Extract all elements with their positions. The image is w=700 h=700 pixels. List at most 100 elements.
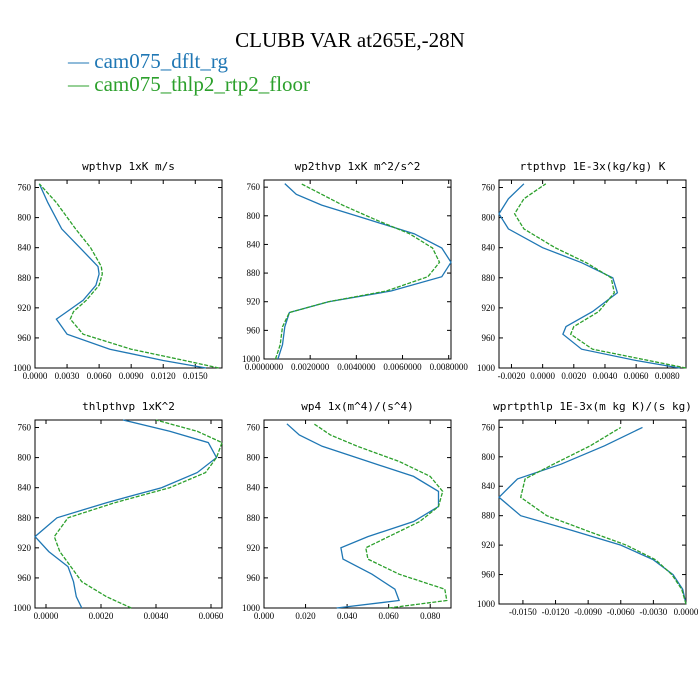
legend: — cam075_dflt_rg — cam075_thlp2_rtp2_flo…	[68, 50, 310, 96]
y-tick-label: 1000	[477, 599, 496, 609]
y-tick-label: 880	[482, 511, 496, 521]
y-tick-label: 800	[247, 453, 261, 463]
panel-title: wprtpthlp 1E-3x(m kg K)/(s kg)	[493, 400, 692, 413]
x-tick-label: -0.0090	[574, 607, 602, 617]
y-tick-label: 920	[482, 303, 496, 313]
x-tick-label: 0.000	[254, 611, 275, 621]
y-tick-label: 760	[18, 423, 32, 433]
x-tick-label: 0.0040	[593, 371, 618, 381]
x-tick-label: 0.0120	[151, 371, 176, 381]
y-tick-label: 800	[247, 211, 261, 221]
y-tick-label: 920	[482, 540, 496, 550]
y-tick-label: 960	[482, 570, 496, 580]
series-line-floor	[53, 419, 223, 609]
panel-title: wp4 1x(m^4)/(s^4)	[301, 400, 414, 413]
y-tick-label: 840	[247, 483, 261, 493]
y-tick-label: 880	[247, 268, 261, 278]
y-tick-label: 760	[247, 182, 261, 192]
x-tick-label: 0.040	[337, 611, 358, 621]
y-tick-label: 960	[18, 573, 32, 583]
x-tick-label: 0.0000000	[245, 362, 284, 372]
legend-entry-dflt: — cam075_dflt_rg	[68, 49, 229, 73]
y-tick-label: 1000	[13, 363, 32, 373]
y-tick-label: 840	[482, 481, 496, 491]
y-tick-label: 840	[247, 239, 261, 249]
series-line-dflt	[286, 423, 440, 609]
x-tick-label: 0.020	[295, 611, 316, 621]
y-tick-label: 960	[247, 573, 261, 583]
x-tick-label: 0.0060	[199, 611, 224, 621]
y-tick-label: 800	[18, 213, 32, 223]
y-tick-label: 1000	[477, 363, 496, 373]
x-tick-label: 0.0000	[23, 371, 48, 381]
panel-frame	[263, 179, 452, 360]
x-tick-label: 0.080	[420, 611, 441, 621]
series-line-floor	[519, 426, 687, 605]
x-tick-label: 0.0020	[561, 371, 586, 381]
x-tick-label: 0.0000	[674, 607, 699, 617]
figure-title: CLUBB VAR at265E,-28N	[235, 28, 465, 52]
y-tick-label: 840	[482, 243, 496, 253]
y-tick-label: 920	[18, 303, 32, 313]
y-tick-label: 1000	[13, 603, 32, 613]
panel-title: rtpthvp 1E-3x(kg/kg) K	[520, 160, 666, 173]
panel-title: wpthvp 1xK m/s	[82, 160, 175, 173]
panel-frame	[498, 419, 687, 605]
y-tick-label: 880	[247, 513, 261, 523]
x-tick-label: -0.0030	[640, 607, 668, 617]
y-tick-label: 1000	[242, 354, 261, 364]
y-tick-label: 840	[18, 243, 32, 253]
panel-title: wp2thvp 1xK m^2/s^2	[295, 160, 421, 173]
panel-frame	[498, 179, 687, 369]
panel-frame	[263, 419, 452, 609]
series-line-dflt	[38, 183, 207, 369]
y-tick-label: 880	[18, 513, 32, 523]
y-tick-label: 920	[247, 297, 261, 307]
x-tick-label: -0.0120	[542, 607, 570, 617]
x-tick-label: -0.0150	[509, 607, 537, 617]
y-tick-label: 840	[18, 483, 32, 493]
x-tick-label: 0.0000	[34, 611, 59, 621]
y-tick-label: 960	[482, 333, 496, 343]
x-tick-label: 0.0150	[183, 371, 208, 381]
series-line-dflt	[277, 183, 452, 360]
x-tick-label: 0.060	[379, 611, 400, 621]
legend-entry-floor: — cam075_thlp2_rtp2_floor	[68, 72, 311, 96]
x-tick-label: 0.0000	[530, 371, 555, 381]
x-tick-label: 0.0080000	[430, 362, 469, 372]
series-line-dflt	[498, 183, 680, 369]
x-tick-label: 0.0060000	[383, 362, 422, 372]
y-tick-label: 800	[482, 452, 496, 462]
x-tick-label: 0.0040	[144, 611, 169, 621]
panel-title: thlpthvp 1xK^2	[82, 400, 175, 413]
y-tick-label: 920	[18, 543, 32, 553]
x-tick-label: 0.0080	[655, 371, 680, 381]
x-tick-label: 0.0060	[624, 371, 649, 381]
x-tick-label: 0.0060	[87, 371, 112, 381]
x-tick-label: -0.0020	[498, 371, 526, 381]
series-line-floor	[38, 183, 219, 369]
series-line-floor	[313, 423, 448, 609]
x-tick-label: 0.0020	[89, 611, 114, 621]
y-tick-label: 760	[482, 422, 496, 432]
y-tick-label: 760	[482, 183, 496, 193]
y-tick-label: 800	[18, 453, 32, 463]
x-tick-label: 0.0090	[119, 371, 144, 381]
y-tick-label: 760	[18, 183, 32, 193]
series-line-floor	[513, 183, 687, 369]
panel-frame	[34, 419, 223, 609]
y-tick-label: 960	[247, 325, 261, 335]
x-tick-label: 0.0030	[55, 371, 80, 381]
series-line-dflt	[34, 419, 218, 609]
series-line-dflt	[498, 426, 687, 605]
y-tick-label: 880	[482, 273, 496, 283]
y-tick-label: 800	[482, 213, 496, 223]
x-tick-label: 0.0020000	[291, 362, 330, 372]
y-tick-label: 1000	[242, 603, 261, 613]
y-tick-label: 960	[18, 333, 32, 343]
y-tick-label: 920	[247, 543, 261, 553]
x-tick-label: 0.0040000	[337, 362, 376, 372]
x-tick-label: -0.0060	[607, 607, 635, 617]
panel-frame	[34, 179, 223, 369]
